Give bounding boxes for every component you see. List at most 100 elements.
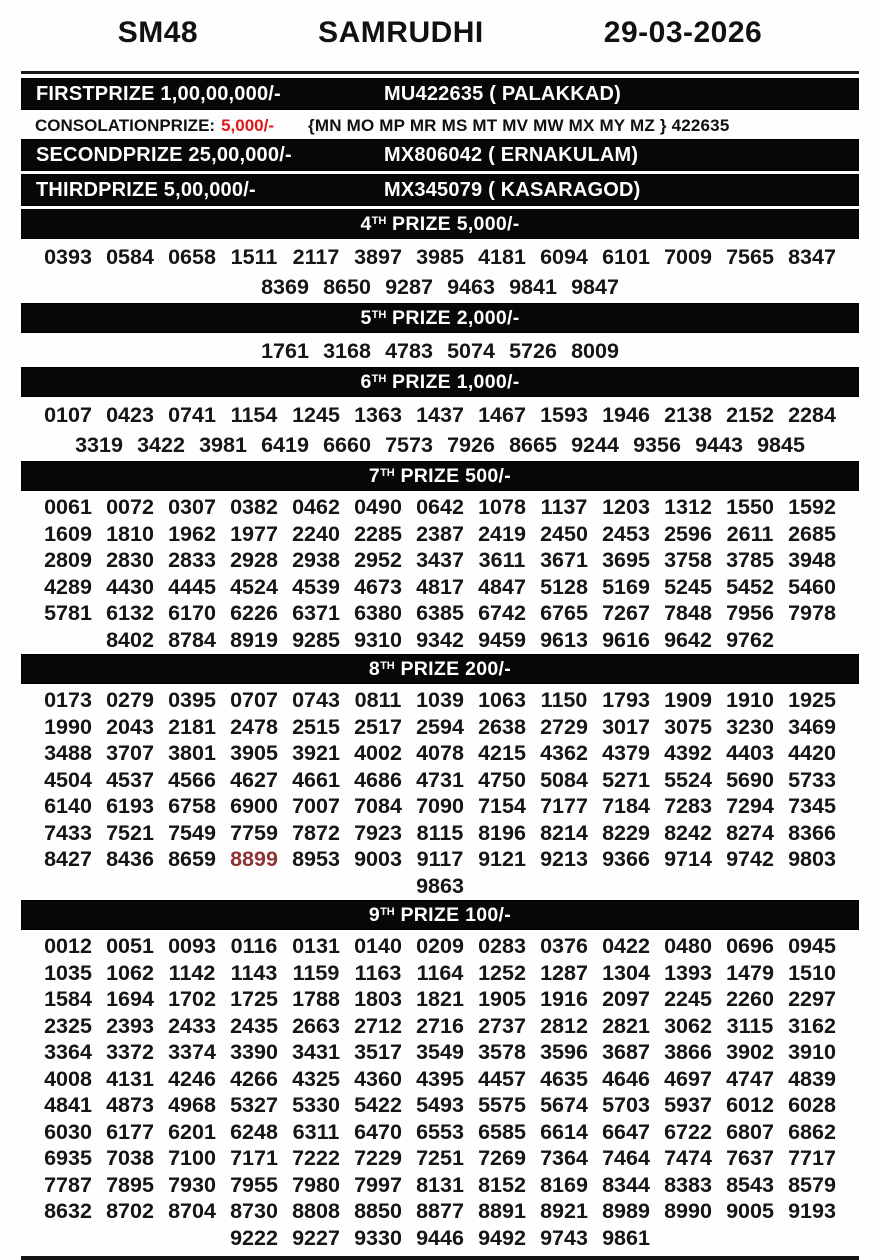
prize-section: 6TH PRIZE 1,000/- 0107 0423 0741 1154 1245 13… [21, 367, 859, 460]
winning-number: 4325 [292, 1066, 340, 1091]
number-row: 4504 4537 4566 4627 4661 4686 4731 4750 5084 5271… [21, 767, 859, 794]
winning-number: 7474 [664, 1146, 712, 1170]
winning-number: 2325 [44, 1013, 92, 1038]
winning-number: 8369 [261, 275, 309, 299]
winning-number: 7956 [726, 601, 774, 625]
winning-number: 0279 [106, 688, 154, 712]
winning-number: 7184 [602, 794, 650, 818]
winning-number: 2043 [106, 714, 154, 739]
number-row: 9863 [21, 873, 859, 900]
number-row: 0393 0584 0658 1511 2117 3897 3985 4181 6094 6101… [21, 242, 859, 272]
winning-number: 4524 [230, 574, 278, 599]
prize-ordinal: 9 [368, 904, 381, 926]
winning-number: 3319 [75, 433, 123, 457]
winning-number: 8919 [230, 627, 278, 652]
number-row: 5781 6132 6170 6226 6371 6380 6385 6742 6765 7267… [21, 600, 859, 627]
prize-title: PRIZE 200/- [394, 658, 512, 680]
winning-number: 3422 [137, 433, 185, 457]
winning-number: 5271 [602, 767, 650, 792]
draw-date: 29-03-2026 [603, 16, 763, 49]
winning-number: 0283 [478, 934, 526, 958]
winning-number: 9244 [571, 433, 619, 457]
winning-number: 1793 [602, 688, 650, 712]
winning-number: 4395 [416, 1066, 464, 1091]
winning-number: 3017 [602, 714, 650, 739]
winning-number: 3390 [230, 1040, 278, 1064]
winning-number: 3921 [292, 741, 340, 765]
winning-number: 0209 [416, 934, 464, 958]
prize-section-header: 5TH PRIZE 2,000/- [21, 303, 859, 333]
winning-number: 8196 [478, 820, 526, 845]
winning-number: 2240 [292, 521, 340, 546]
winning-number: 2833 [168, 548, 216, 572]
winning-number: 4266 [230, 1066, 278, 1091]
winning-number: 0393 [44, 245, 92, 269]
winning-number: 6900 [230, 794, 278, 818]
winning-number: 2393 [106, 1013, 154, 1038]
winning-number: 2453 [602, 521, 650, 546]
number-row: 6140 6193 6758 6900 7007 7084 7090 7154 7177 7184… [21, 793, 859, 820]
prize-ordinal: 4 [360, 213, 372, 235]
winning-number: 2685 [788, 521, 836, 546]
winning-number: 8730 [230, 1199, 278, 1223]
winning-number: 2638 [478, 714, 526, 739]
winning-number: 7090 [416, 794, 464, 818]
winning-number: 8702 [106, 1199, 154, 1223]
winning-number: 6226 [230, 601, 278, 625]
winning-number: 4002 [354, 741, 402, 765]
winning-number: 6030 [44, 1119, 92, 1144]
winning-number: 7930 [168, 1172, 216, 1197]
winning-number: 3905 [230, 741, 278, 765]
winning-number: 4078 [416, 741, 464, 765]
number-row: 2809 2830 2833 2928 2938 2952 3437 3611 3671 3695… [21, 547, 859, 574]
winning-number: 9863 [416, 873, 464, 898]
winning-number: 8665 [509, 433, 557, 457]
winning-number: 0107 [44, 403, 92, 427]
winning-number: 4635 [540, 1066, 588, 1091]
winning-number: 2285 [354, 521, 402, 546]
winning-number: 3897 [354, 245, 402, 269]
winning-number: 1593 [540, 403, 588, 427]
winning-number: 3801 [168, 741, 216, 765]
winning-number: 7283 [664, 794, 712, 818]
winning-number: 0072 [106, 495, 154, 519]
prize-section: 7TH PRIZE 500/- 0061 0072 0307 0382 0462 0490… [21, 461, 859, 653]
winning-number: 1909 [664, 688, 712, 712]
winning-number: 6371 [292, 601, 340, 625]
winning-number: 3374 [168, 1040, 216, 1064]
third-prize-winner: MX345079 ( KASARAGOD) [384, 178, 641, 201]
prize-section-header: 8TH PRIZE 200/- [21, 654, 859, 684]
winning-number: 5460 [788, 574, 836, 599]
winning-number: 1163 [354, 960, 402, 985]
winning-number: 2284 [788, 403, 836, 427]
winning-number: 5726 [509, 339, 557, 363]
number-row: 4841 4873 4968 5327 5330 5422 5493 5575 5674 5703… [21, 1092, 859, 1119]
winning-number: 1511 [230, 245, 278, 269]
winning-number: 5493 [416, 1093, 464, 1117]
winning-number: 6470 [354, 1119, 402, 1144]
winning-number: 3758 [664, 548, 712, 572]
winning-number: 7294 [726, 794, 774, 818]
winning-numbers-grid: 0061 0072 0307 0382 0462 0490 0642 1078 1137 1203… [21, 494, 859, 653]
winning-number: 4289 [44, 574, 92, 599]
winning-number: 6742 [478, 601, 526, 625]
winning-number: 8784 [168, 627, 216, 652]
winning-number: 6862 [788, 1119, 836, 1144]
winning-number: 4181 [478, 245, 526, 269]
prize-title: PRIZE 100/- [394, 904, 512, 926]
winning-number: 4839 [788, 1066, 836, 1091]
winning-number: 2663 [292, 1013, 340, 1038]
winning-number: 2387 [416, 521, 464, 546]
winning-number: 1990 [44, 714, 92, 739]
prize-section: 9TH PRIZE 100/- 0012 0051 0093 0116 0131 0140… [21, 900, 859, 1251]
winning-number: 0423 [106, 403, 154, 427]
number-row: 2325 2393 2433 2435 2663 2712 2716 2737 2812 2821… [21, 1013, 859, 1040]
winning-number: 5245 [664, 574, 712, 599]
winning-number: 8347 [788, 245, 836, 269]
winning-number: 9613 [540, 627, 588, 652]
winning-number: 3695 [602, 548, 650, 572]
winning-number: 9342 [416, 627, 464, 652]
winning-number: 7637 [726, 1146, 774, 1170]
winning-number: 1916 [540, 987, 588, 1011]
consolation-amount: 5,000/- [221, 115, 275, 135]
